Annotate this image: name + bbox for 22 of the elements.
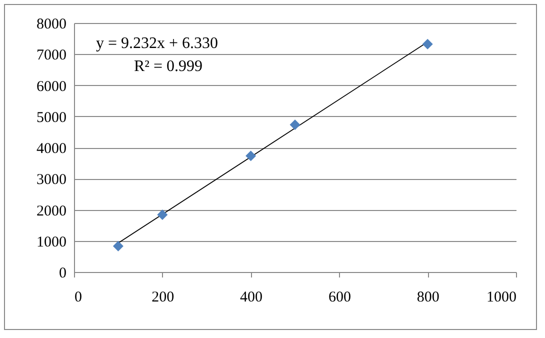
y-tick-label: 6000 xyxy=(36,78,66,95)
y-tick-label: 3000 xyxy=(36,172,66,188)
point xyxy=(246,150,256,162)
point xyxy=(290,120,300,130)
x-tick-label: 800 xyxy=(416,290,440,306)
point xyxy=(157,209,168,220)
y-tick-label: 2000 xyxy=(36,203,66,220)
x-tick-label: 200 xyxy=(152,290,174,306)
y-tick-label: 5000 xyxy=(36,110,66,126)
point xyxy=(112,240,124,252)
x-tick-label: 1000 xyxy=(486,290,516,306)
y-tick-label: 4000 xyxy=(36,141,66,157)
annotation: R² = 0.999 xyxy=(134,58,202,75)
x-tick-label: 600 xyxy=(328,290,351,306)
y-tick-label: 0 xyxy=(59,266,66,282)
y-tick-label: 8000 xyxy=(36,16,66,32)
y-tick-label: 1000 xyxy=(36,234,66,250)
annotation: y = 9.232x + 6.330 xyxy=(96,35,218,52)
x-tick-label: 400 xyxy=(240,290,263,306)
y-tick-label: 7000 xyxy=(36,48,66,64)
x-tick-label: 0 xyxy=(74,290,82,306)
point xyxy=(422,38,433,50)
